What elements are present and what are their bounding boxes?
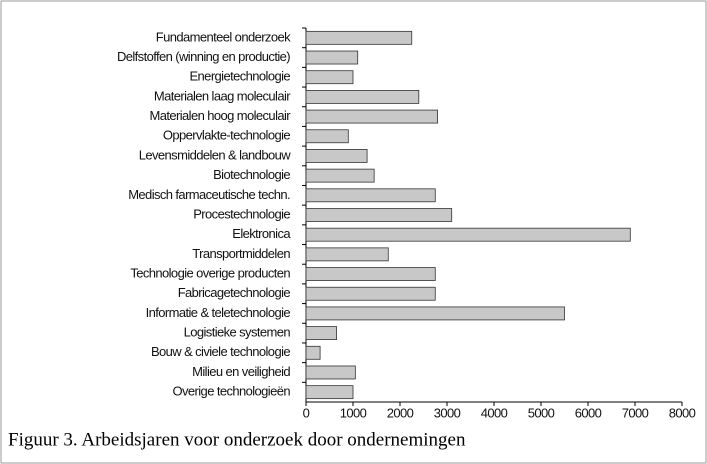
y-tick-label: Biotechnologie <box>213 167 290 182</box>
y-tick-label: Procestechnologie <box>193 206 290 221</box>
bar <box>305 70 354 85</box>
bar <box>305 326 337 341</box>
y-tick-label: Materialen hoog moleculair <box>150 108 292 123</box>
bar <box>305 30 413 45</box>
bar <box>305 247 389 262</box>
bar <box>305 149 368 163</box>
bar <box>305 109 439 124</box>
y-tick-label: Technologie overige producten <box>130 265 290 280</box>
bar <box>305 385 354 400</box>
bar <box>305 267 436 281</box>
y-tick-label: Overige technologieën <box>173 384 291 399</box>
y-tick-label: Medisch farmaceutische techn. <box>128 187 290 202</box>
y-tick-label: Bouw & civiele technologie <box>151 344 290 359</box>
bar <box>305 365 356 380</box>
bar <box>305 306 565 321</box>
bar <box>305 188 436 203</box>
y-tick-label: Milieu en veiligheid <box>192 364 290 379</box>
x-tick-label: 5000 <box>528 405 555 420</box>
y-tick-label: Logistieke systemen <box>184 325 291 340</box>
x-tick-label: 2000 <box>387 405 414 420</box>
bar <box>305 286 436 301</box>
caption: Figuur 3. Arbeidsjaren voor onderzoek do… <box>8 429 466 450</box>
x-tick-label: 4000 <box>481 405 508 420</box>
y-tick-label: Elektronica <box>232 226 291 241</box>
y-tick-label: Fabricagetechnologie <box>178 285 291 300</box>
y-tick-label: Transportmiddelen <box>192 246 290 261</box>
x-tick-label: 7000 <box>622 405 649 420</box>
bar <box>305 89 420 104</box>
y-tick-label: Energietechnologie <box>189 69 290 84</box>
y-tick-label: Delfstoffen (winning en productie) <box>117 49 290 64</box>
y-tick-label: Materialen laag moleculair <box>154 88 291 103</box>
bar <box>305 345 321 360</box>
bar <box>305 50 359 65</box>
x-tick-label: 0 <box>303 405 310 420</box>
bar <box>305 227 631 242</box>
y-tick-label: Fundamenteel onderzoek <box>156 29 291 44</box>
y-tick-label: Levensmiddelen & landbouw <box>139 147 291 162</box>
bar <box>305 168 375 183</box>
x-tick-label: 3000 <box>434 405 461 420</box>
x-tick-label: 8000 <box>669 405 696 420</box>
x-tick-label: 1000 <box>340 405 367 420</box>
bar <box>305 129 349 144</box>
y-tick-label: Informatie & teletechnologie <box>146 305 291 320</box>
bar <box>305 208 453 222</box>
x-tick-label: 6000 <box>575 405 602 420</box>
y-tick-label: Oppervlakte-technologie <box>163 128 290 143</box>
